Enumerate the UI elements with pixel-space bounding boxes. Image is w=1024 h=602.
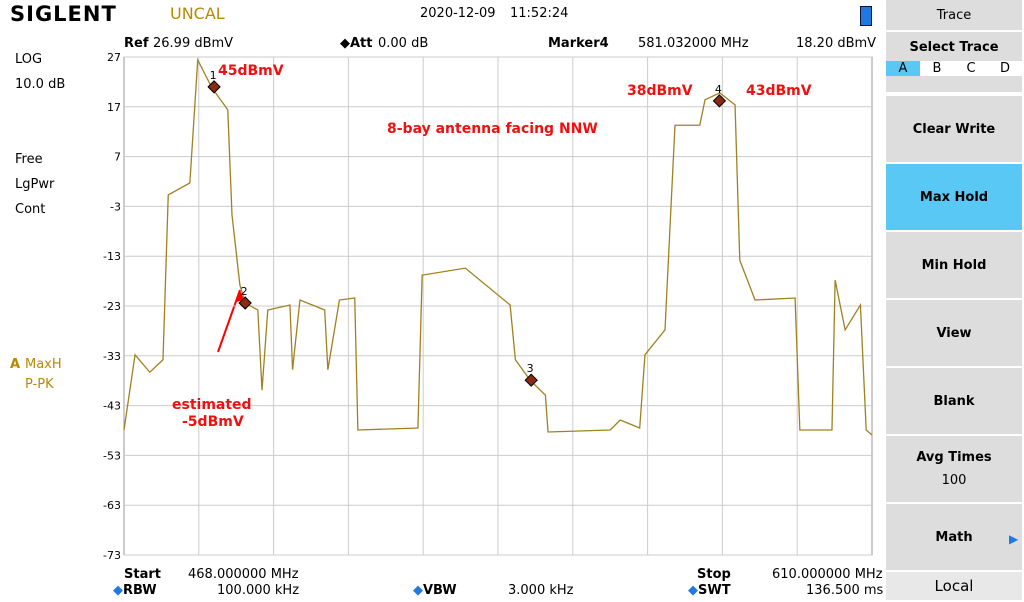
tab[interactable]: A [886,61,920,76]
menu-button[interactable]: Min Hold [886,232,1022,300]
marker-label: 3 [527,362,534,375]
status: UNCAL [170,4,225,23]
y-tick-label: -33 [103,350,121,363]
y-tick-label: -3 [110,200,121,213]
ref-label: Ref [124,36,149,51]
att-label-text: Att [350,36,373,51]
select-trace[interactable]: Select Trace A B C D [886,32,1022,94]
usb-icon [860,6,872,26]
marker-freq: 581.032000 MHz [638,36,749,51]
menu-title: Trace [886,0,1022,32]
y-tick-label: -23 [103,300,121,313]
menu-button[interactable]: View [886,300,1022,368]
tab[interactable]: C [954,61,988,76]
annotation: estimated [172,397,252,413]
vbw-label: ◆VBW [413,583,457,598]
scale: LOG [15,52,43,67]
select-label: Select Trace [909,40,999,55]
trace-tabs: A B C D [886,61,1022,76]
marker-label: 2 [241,285,248,298]
att-label: ◆Att [340,36,373,51]
marker [207,80,221,94]
start-label: Start [124,567,161,582]
y-tick-label: -63 [103,499,121,512]
marker [238,296,252,310]
math-button[interactable]: Math [886,504,1022,572]
menu-button[interactable]: Clear Write [886,96,1022,164]
sweep: Cont [15,202,46,217]
menu-button[interactable]: Max Hold [886,164,1022,232]
vbw-label-text: VBW [423,583,457,598]
date: 2020-12-09 [420,6,496,21]
rbw-value: 100.000 kHz [217,583,300,598]
arrowhead [236,290,244,302]
stop-label: Stop [697,567,731,582]
marker-level: 18.20 dBmV [796,36,877,51]
trace-id: A [10,357,21,372]
swt-value: 136.500 ms [806,583,884,598]
y-tick-label: 17 [107,101,121,114]
menu-button[interactable]: Blank [886,368,1022,436]
tab[interactable]: D [988,61,1022,76]
marker [712,94,727,108]
free: Free [15,152,43,167]
trace-det: P-PK [25,377,54,392]
time: 11:52:24 [510,6,569,21]
trace-mode: MaxH [25,357,62,372]
chart: 27 17 7 -3 -13 -23 -33 -43 -53 -63 -73 1 2 3 4 45dBmV 38… [103,51,873,562]
annotation: 38dBmV [627,83,693,99]
marker-label: Marker4 [548,36,609,51]
arrow-icon: ▶ [1009,532,1019,546]
vbw-value: 3.000 kHz [508,583,574,598]
avg-button[interactable]: Avg Times 100 [886,436,1022,504]
att-value: 0.00 dB [378,36,429,51]
annotation: 45dBmV [218,63,284,79]
y-tick-label: 27 [107,51,121,64]
marker-label: 4 [715,83,722,96]
y-tick-label: 7 [114,151,121,164]
div: 10.0 dB [15,77,66,92]
marker-label: 1 [210,69,217,82]
start-value: 468.000000 MHz [188,567,299,582]
rbw-label: ◆RBW [113,583,157,598]
tab[interactable]: B [920,61,954,76]
local-button[interactable]: Local [886,572,1022,602]
marker [524,373,538,387]
arrow [217,289,241,353]
swt-label: ◆SWT [688,583,731,598]
annotation: 8-bay antenna facing NNW [387,121,598,137]
annotation: 43dBmV [746,83,812,99]
y-tick-label: -73 [103,549,121,562]
avg-label: Avg Times [916,450,992,465]
y-tick-label: -43 [103,400,121,413]
rbw-label-text: RBW [123,583,157,598]
trace [123,57,873,436]
y-tick-label: -53 [103,449,121,462]
ref-value: 26.99 dBmV [153,36,234,51]
avg-value: 100 [941,473,967,488]
brand: SIGLENT [10,2,117,26]
stop-value: 610.000000 MHz [772,567,883,582]
detector: LgPwr [15,177,55,192]
annotation: -5dBmV [182,414,244,430]
swt-label-text: SWT [698,583,731,598]
y-tick-label: -13 [103,250,121,263]
